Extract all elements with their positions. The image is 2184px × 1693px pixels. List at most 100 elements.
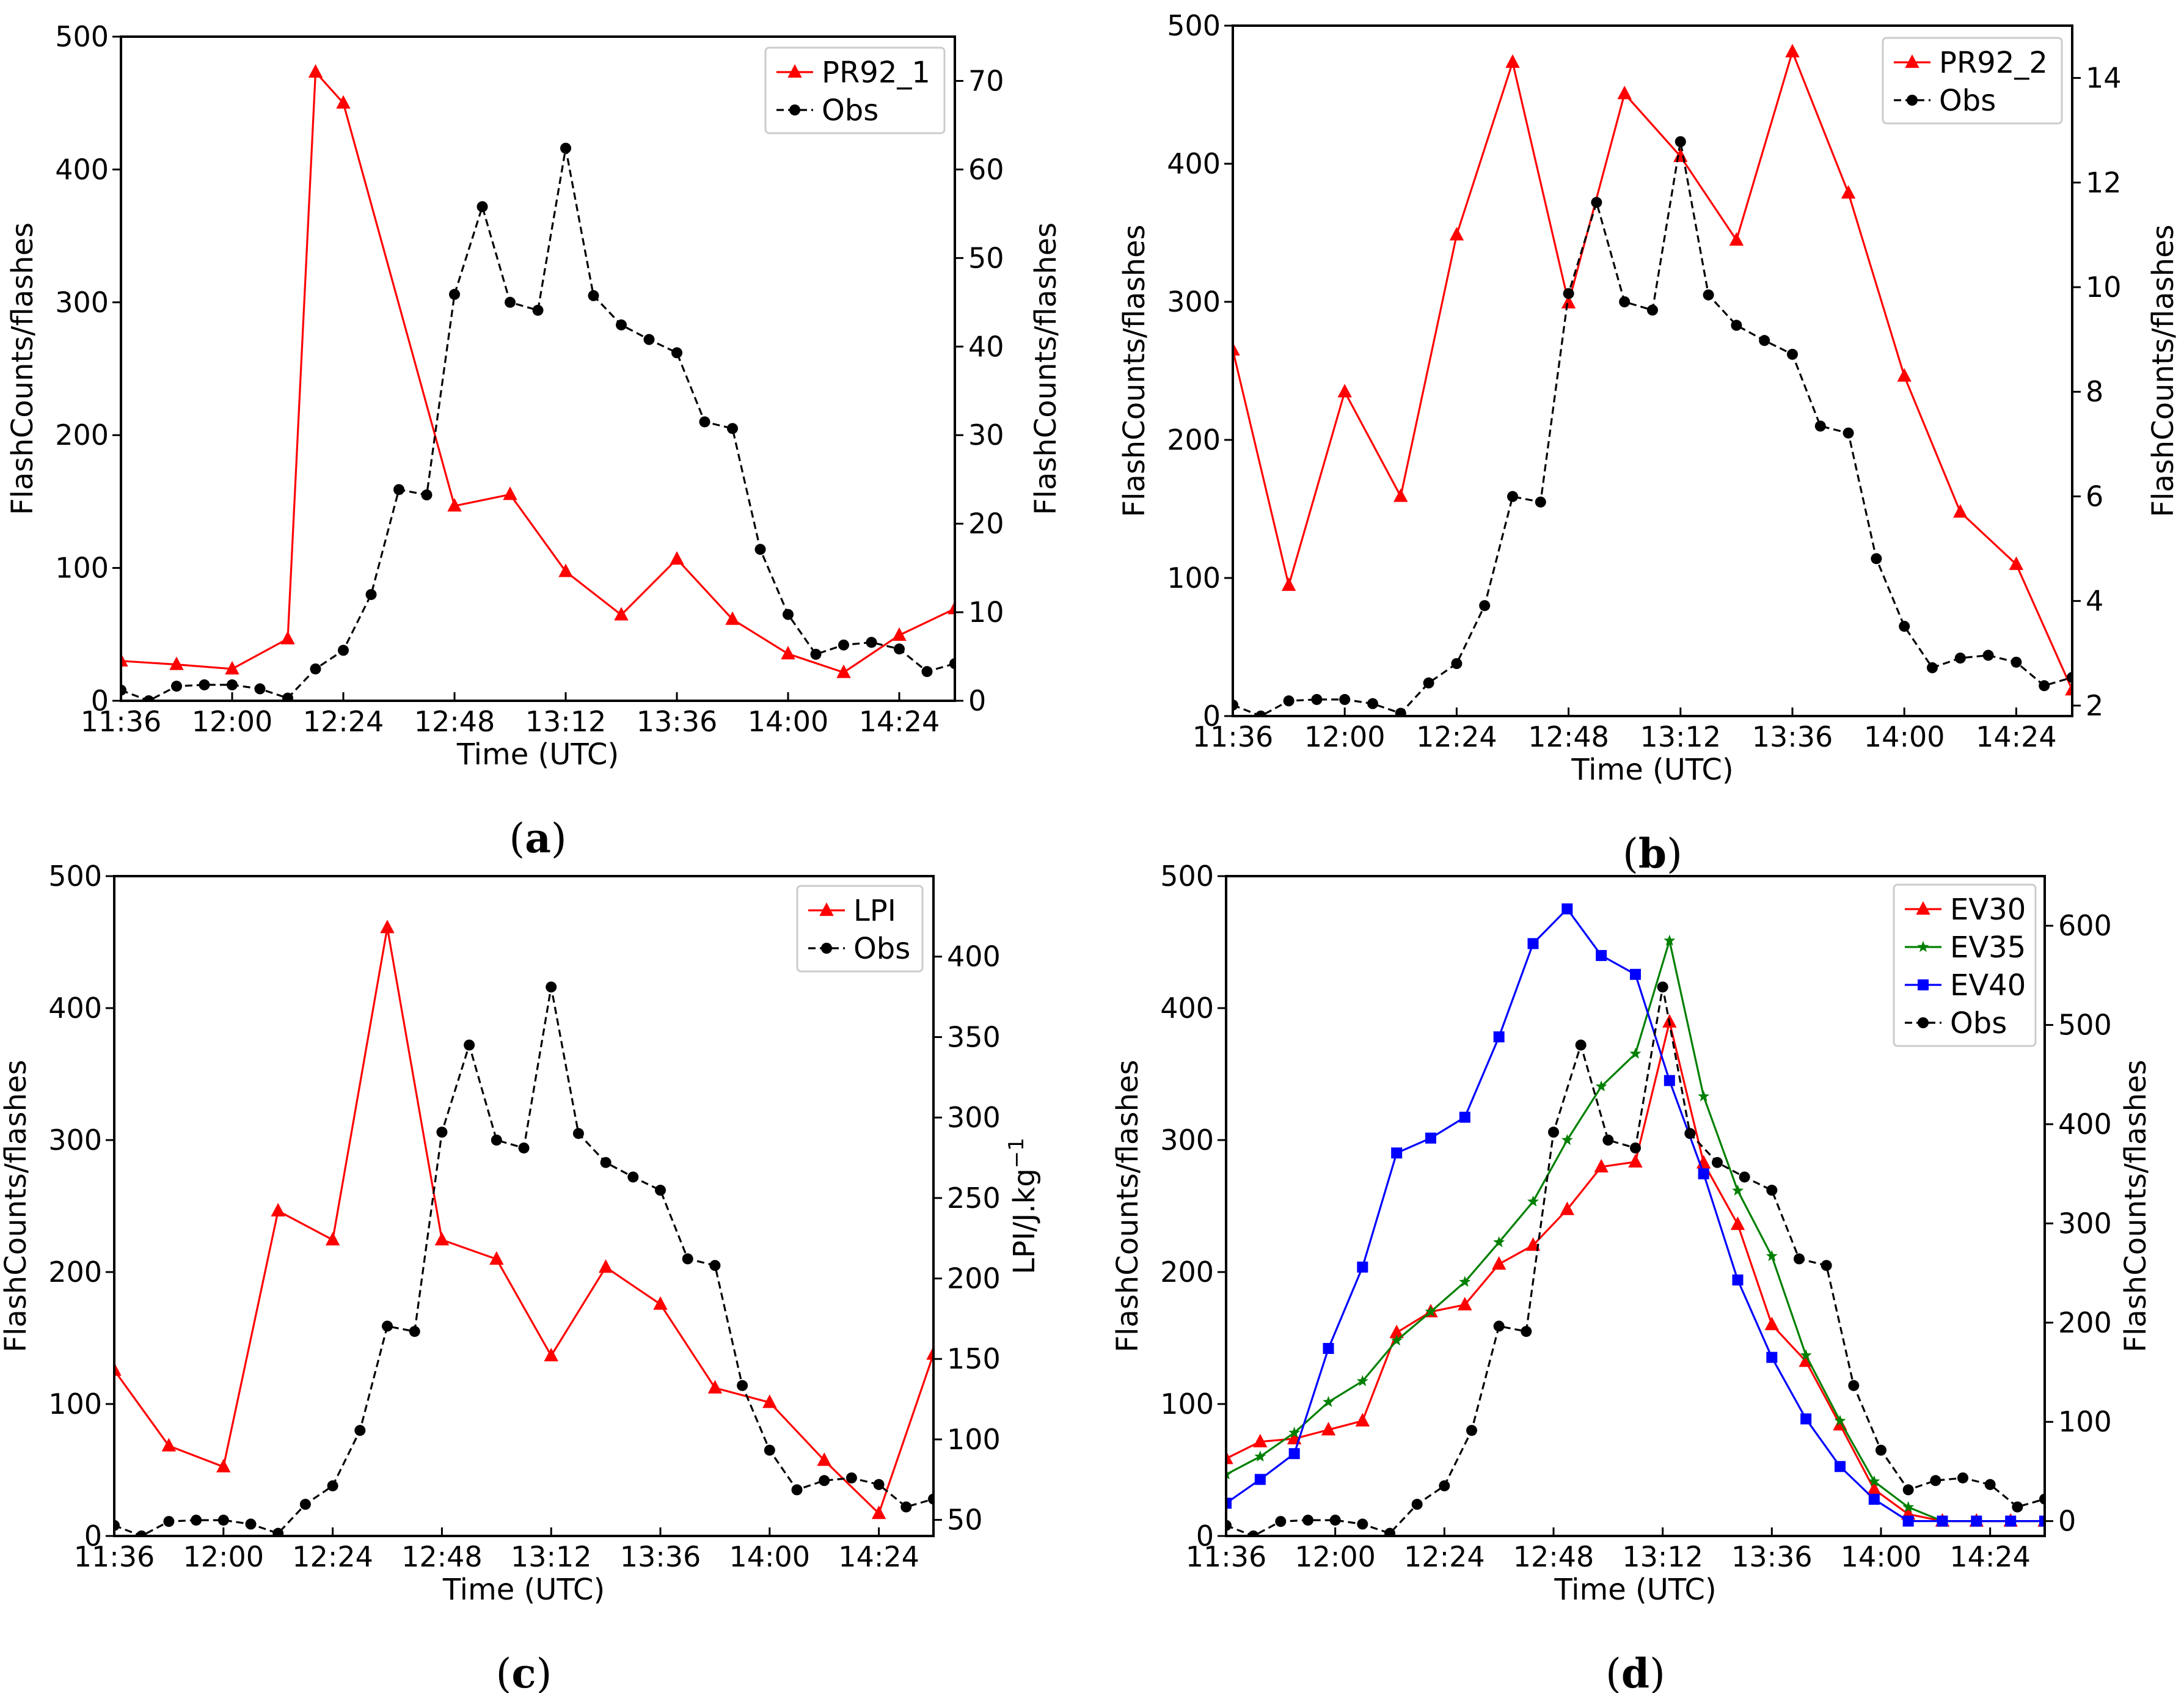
data-point-pr92_2 [1337,384,1352,398]
panel-label-open: ( [1605,1650,1621,1693]
data-point-pr92_1 [308,64,323,78]
panel-label: (c) [496,1650,552,1693]
x-tick-label: 14:24 [859,705,940,738]
data-point-obs [421,489,433,501]
y-right-tick-label: 12 [2086,166,2122,199]
x-tick-label: 11:36 [1192,720,1274,753]
y-right-tick-label: 40 [968,330,1004,363]
y-right-tick-label: 200 [2058,1306,2112,1339]
legend-box [764,46,946,134]
legend-label-obs: Obs [822,93,878,128]
data-point-obs [121,684,126,696]
y-left-tick-label: 100 [1167,561,1221,594]
data-point-obs [572,1128,584,1139]
x-tick-label: 14:00 [1841,1540,1922,1573]
data-point-obs [1982,649,1994,661]
series-line-obs [121,147,955,701]
data-point-obs [1927,662,1938,673]
data-point-ev35 [1254,1450,1266,1462]
data-point-ev35 [1459,1276,1471,1287]
data-point-obs [299,1499,311,1510]
data-point-obs [1493,1320,1505,1332]
y-right-tick-label: 350 [947,1020,1001,1053]
data-point-obs [1591,197,1602,208]
data-point-pr92_2 [2009,556,2024,570]
data-point-obs [171,681,182,692]
data-point-obs [838,639,849,651]
x-tick-label: 12:48 [1513,1540,1594,1573]
data-point-obs [1423,677,1434,689]
data-point-ev35 [1288,1427,1301,1438]
data-point-obs [737,1380,748,1391]
data-point-obs [1657,981,1668,993]
y-right-tick-label: 8 [2086,375,2103,408]
data-point-obs [143,695,155,701]
data-point-obs [709,1260,721,1271]
data-point-ev40 [1835,1461,1846,1472]
data-point-ev35 [1561,1134,1573,1146]
y-right-tick-label: 10 [968,596,1004,629]
data-point-obs [491,1135,502,1146]
y-right-tick-label: 30 [968,419,1004,452]
data-point-ev40 [1493,1031,1505,1043]
data-point-obs [1647,304,1658,316]
data-point-obs [1275,1516,1287,1527]
data-point-ev40 [1459,1111,1470,1123]
data-point-ev30 [1730,1216,1745,1230]
series-line-pr92_1 [121,71,955,674]
data-point-obs [1302,1515,1313,1526]
y-right-tick-label: 150 [947,1342,1001,1375]
x-axis-title: Time (UTC) [1571,753,1733,787]
data-point-obs [1466,1425,1477,1436]
data-point-obs [1954,653,1966,664]
data-point-obs [532,304,544,316]
data-point-obs [114,1519,120,1531]
y-left-tick-label: 500 [48,860,102,893]
data-point-obs [449,288,460,300]
data-point-pr92_2 [1617,86,1632,100]
data-point-obs [1984,1479,1996,1490]
legend-label-obs: Obs [853,932,910,966]
data-point-obs [627,1171,639,1183]
y-right-tick-label: 500 [2058,1009,2112,1042]
legend-marker-obs [789,104,800,115]
legend-marker-ev35 [1917,941,1929,953]
legend-marker-ev30 [1916,901,1930,915]
data-point-ev40 [1800,1413,1812,1425]
data-point-pr92_1 [725,611,740,625]
data-point-ev30 [1867,1481,1882,1495]
data-point-ev40 [1323,1343,1334,1355]
data-point-lpi [707,1380,723,1394]
data-point-ev40 [1561,903,1573,915]
y-right-tick-label: 50 [968,241,1004,274]
data-point-lpi [380,920,395,934]
x-tick-label: 11:36 [1186,1540,1267,1573]
data-point-ev35 [1868,1475,1880,1486]
data-point-obs [655,1185,666,1196]
data-point-ev40 [1937,1515,1948,1527]
y-right-tick-label: 300 [947,1101,1001,1134]
data-point-pr92_2 [1897,368,1912,382]
x-tick-label: 13:36 [620,1540,701,1573]
data-point-ev30 [1525,1237,1541,1251]
data-point-ev35 [1527,1195,1539,1207]
plot-area-d [1226,903,2045,1536]
panel-d: 11:36 12:00 12:24 12:48 13:12 13:36 14:00 14:24… [1111,860,2153,1693]
y-left-tick-label: 500 [55,20,109,53]
y-right-axis-title-main: LPI/J.kg [1007,1168,1042,1274]
data-point-pr92_2 [1953,504,1968,518]
data-point-obs [754,544,766,555]
data-point-obs [588,290,599,301]
y-left-tick-label: 200 [55,419,109,452]
y-right-tick-label: 100 [2058,1405,2112,1438]
y-right-tick-label: 0 [968,684,986,717]
data-point-pr92_1 [121,653,128,667]
x-tick-label: 13:36 [1752,720,1833,753]
legend-marker-ev40 [1918,979,1929,990]
data-point-lpi [926,1346,933,1360]
data-point-ev40 [1732,1274,1744,1285]
plot-frame [120,35,956,702]
legend-label-pr92_1: PR92_1 [822,56,930,90]
data-point-pr92_2 [1505,54,1520,68]
